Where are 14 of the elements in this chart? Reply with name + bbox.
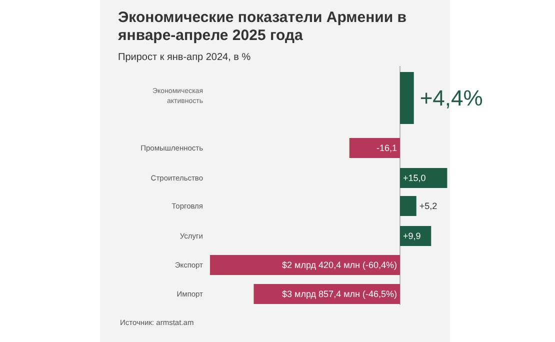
data-label: +5,2 [419, 201, 438, 212]
chart-subtitle: Прирост к янв-апр 2024, в % [118, 52, 251, 63]
bar [400, 196, 416, 216]
bar [400, 168, 448, 188]
data-label: +4,4% [420, 86, 483, 111]
data-label: +9,9 [403, 231, 421, 242]
data-label: -16,1 [376, 143, 397, 154]
bar [349, 138, 400, 158]
bar [400, 226, 432, 246]
chart-title: Экономические показатели Армении в январе-апреле 2025 года [118, 9, 407, 44]
data-label: +15,0 [403, 173, 426, 184]
data-label: $3 млрд 857,4 млн (-46,5%) [282, 289, 397, 300]
data-label: $2 млрд 420,4 млн (-60,4%) [282, 260, 397, 270]
bar [210, 255, 400, 275]
